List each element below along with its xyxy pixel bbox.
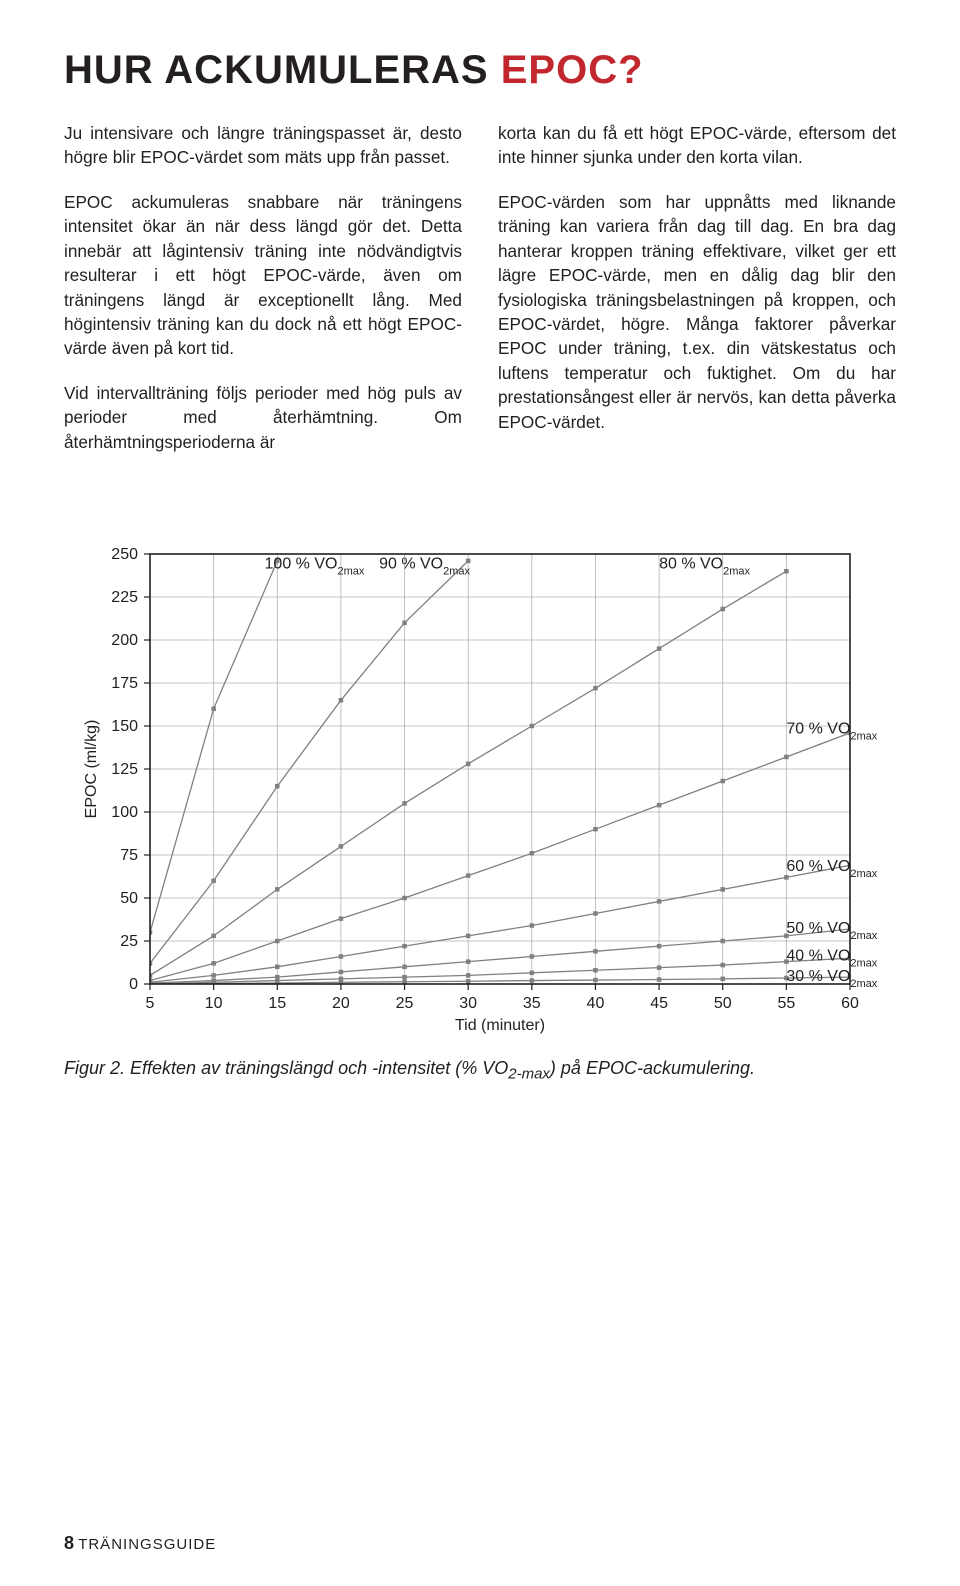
svg-text:5: 5 (146, 995, 155, 1012)
para: EPOC-värden som har uppnåtts med liknand… (498, 190, 896, 434)
svg-text:150: 150 (111, 718, 138, 735)
para: korta kan du få ett högt EPOC-värde, eft… (498, 121, 896, 170)
title-pre: HUR ACKUMULERAS (64, 48, 501, 92)
svg-text:50: 50 (120, 890, 138, 907)
column-left: Ju intensivare och längre träningspasset… (64, 121, 462, 474)
svg-text:15: 15 (268, 995, 286, 1012)
svg-text:60: 60 (841, 995, 859, 1012)
svg-text:100: 100 (111, 804, 138, 821)
svg-text:175: 175 (111, 675, 138, 692)
svg-text:35: 35 (523, 995, 541, 1012)
page-title: HUR ACKUMULERAS EPOC? (64, 48, 896, 93)
svg-text:225: 225 (111, 589, 138, 606)
svg-text:75: 75 (120, 847, 138, 864)
svg-text:Tid (minuter): Tid (minuter) (455, 1017, 545, 1034)
svg-text:EPOC (ml/kg): EPOC (ml/kg) (83, 720, 100, 819)
svg-text:10: 10 (205, 995, 223, 1012)
page-number: 8 (64, 1533, 74, 1553)
para: Vid intervallträning följs perioder med … (64, 381, 462, 454)
chart-caption: Figur 2. Effekten av träningslängd och -… (64, 1058, 896, 1083)
epoc-chart: 100 % VO2max90 % VO2max80 % VO2max70 % V… (64, 534, 896, 1083)
para: EPOC ackumuleras snabbare när träningens… (64, 190, 462, 361)
svg-text:0: 0 (129, 976, 138, 993)
svg-text:25: 25 (120, 933, 138, 950)
title-accent: EPOC? (501, 48, 644, 92)
body-columns: Ju intensivare och längre träningspasset… (64, 121, 896, 474)
page-footer: 8 TRÄNINGSGUIDE (64, 1533, 216, 1554)
svg-text:25: 25 (396, 995, 414, 1012)
svg-text:40: 40 (587, 995, 605, 1012)
chart-svg: 100 % VO2max90 % VO2max80 % VO2max70 % V… (70, 534, 890, 1044)
svg-text:200: 200 (111, 632, 138, 649)
svg-text:250: 250 (111, 546, 138, 563)
svg-text:50: 50 (714, 995, 732, 1012)
svg-text:45: 45 (650, 995, 668, 1012)
svg-text:30: 30 (459, 995, 477, 1012)
svg-text:125: 125 (111, 761, 138, 778)
svg-text:20: 20 (332, 995, 350, 1012)
column-right: korta kan du få ett högt EPOC-värde, eft… (498, 121, 896, 474)
para: Ju intensivare och längre träningspasset… (64, 121, 462, 170)
svg-text:55: 55 (777, 995, 795, 1012)
footer-text: TRÄNINGSGUIDE (78, 1536, 216, 1553)
